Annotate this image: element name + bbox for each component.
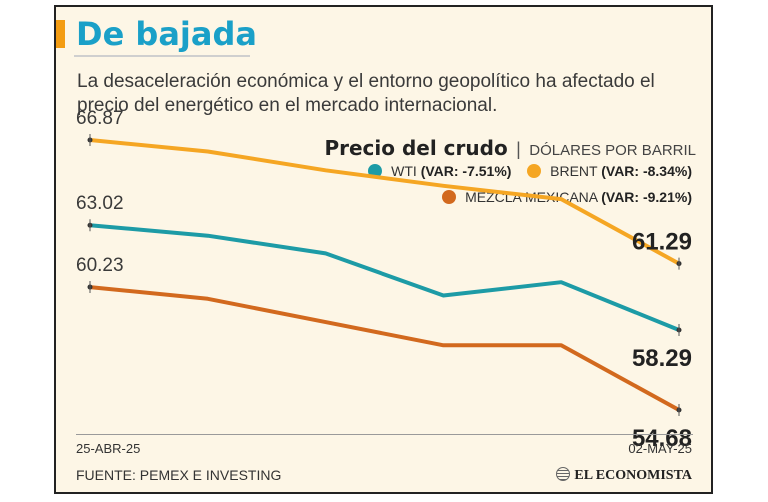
legend-separator: | [516,139,521,159]
end-label-brent: 61.29 [632,229,692,256]
series-line-mezcla [88,285,681,412]
start-label-mezcla: 60.23 [76,255,124,276]
source-note: FUENTE: PEMEX E INVESTING [76,467,282,483]
series-line-brent [88,138,681,266]
legend-var-wti: (VAR: -7.51%) [420,163,512,179]
end-label-mezcla: 54.68 [632,425,692,452]
chart-title: De bajada [76,15,257,53]
brand-name: EL ECONOMISTA [574,468,692,483]
legend-marker-mezcla [442,190,457,204]
legend-title: Precio del crudo [324,136,508,160]
legend-label-brent: BRENT [550,163,598,179]
brand-icon [556,467,571,481]
x-tick-end: 02-MAY-25 [628,441,692,456]
chart-card [54,5,713,494]
chart-subtitle: La desaceleración económica y el entorno… [77,71,655,116]
legend-header: Precio del crudo | DÓLARES POR BARRIL [324,136,696,160]
title-accent-bar [56,20,65,48]
start-label-brent: 66.87 [76,108,124,129]
x-tick-start: 25-ABR-25 [76,441,141,456]
end-label-wti: 58.29 [632,345,692,372]
legend-label-wti: WTI [391,163,417,179]
legend-var-mezcla: (VAR: -9.21%) [601,189,692,205]
x-axis-line [76,434,693,435]
series-line-wti [88,223,681,332]
start-label-wti: 63.02 [76,193,124,214]
title-underline [74,55,250,57]
brand-logo: EL ECONOMISTA [556,467,692,484]
legend-var-brent: (VAR: -8.34%) [601,163,692,179]
legend-marker-brent [527,164,542,178]
legend-unit: DÓLARES POR BARRIL [529,142,696,159]
